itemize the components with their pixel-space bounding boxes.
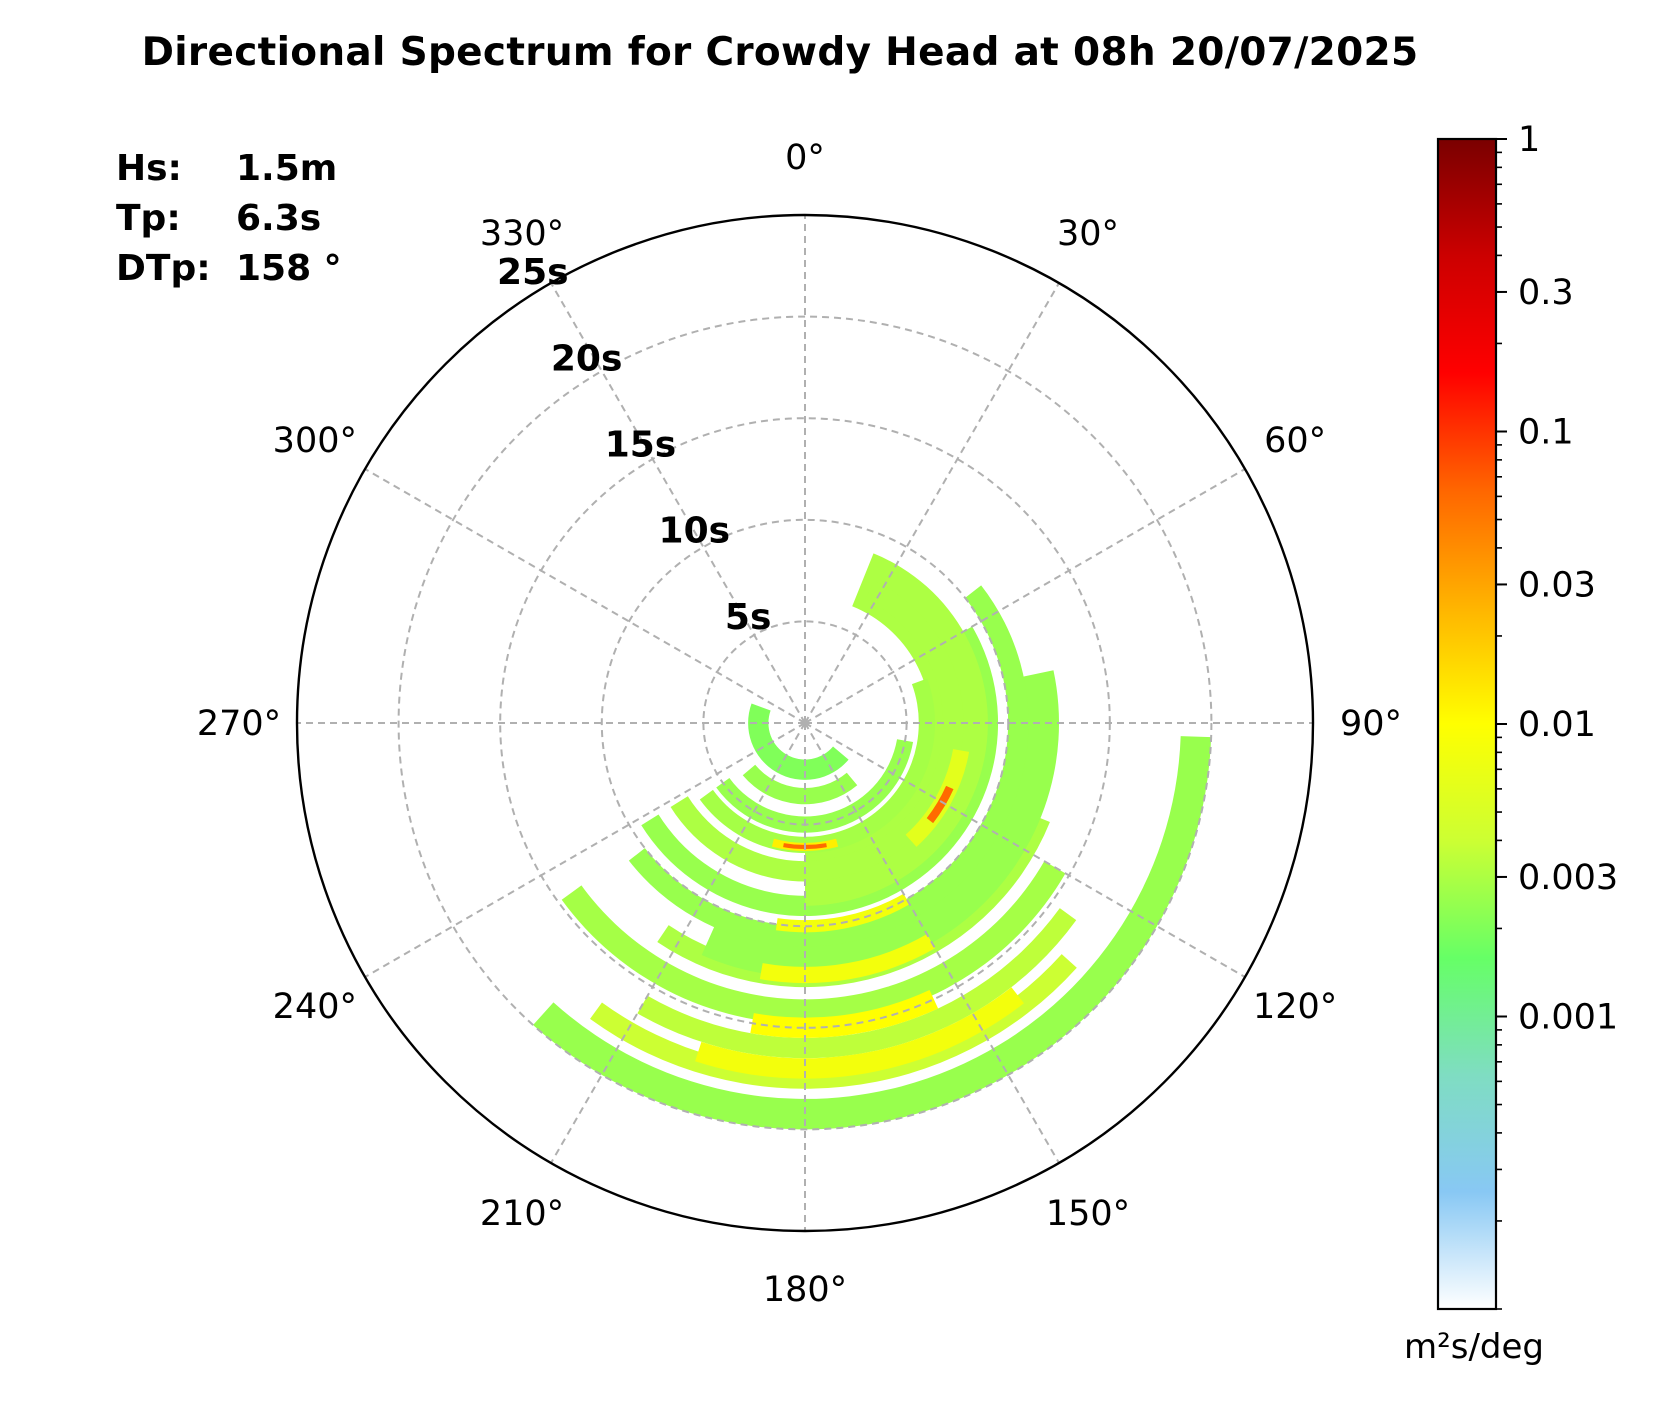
angular-gridline — [364, 468, 806, 724]
angular-tick-label: 240° — [273, 987, 357, 1027]
energy-region — [590, 954, 1077, 1089]
angular-gridline — [804, 722, 1246, 978]
chart-title: Directional Spectrum for Crowdy Head at … — [141, 30, 1419, 75]
stat-hs: Hs: 1.5m — [116, 148, 337, 189]
energy-region — [926, 785, 954, 824]
energy-region — [748, 703, 849, 780]
angular-tick-label: 330° — [480, 214, 564, 254]
stat-tp-value: 6.3s — [236, 198, 322, 239]
energy-region — [637, 908, 1077, 1059]
stat-dtp-value: 158 ° — [236, 248, 342, 289]
colorbar-frame — [1436, 137, 1498, 1311]
energy-region — [759, 934, 936, 984]
angular-tick-label: 150° — [1046, 1194, 1130, 1234]
radial-gridline — [600, 518, 1010, 928]
energy-region — [628, 585, 1029, 947]
angular-tick-label: 120° — [1253, 987, 1337, 1027]
stat-tp-key: Tp: — [116, 198, 181, 239]
energy-region — [716, 739, 914, 833]
energy-region — [905, 749, 970, 847]
angular-tick-label: 210° — [480, 1194, 564, 1234]
radial-tick-label: 10s — [659, 511, 731, 552]
angular-tick-label: 180° — [763, 1270, 847, 1310]
colorbar-fill — [1438, 139, 1496, 1309]
energy-region — [561, 861, 1066, 1024]
energy-region — [533, 736, 1212, 1130]
radial-tick-label: 25s — [497, 252, 569, 293]
radial-tick-label: 20s — [551, 338, 623, 379]
stat-hs-key: Hs: — [116, 148, 182, 189]
energy-region — [750, 990, 939, 1038]
angular-tick-label: 60° — [1264, 421, 1326, 461]
angular-tick-label: 300° — [273, 421, 357, 461]
energy-region — [701, 670, 1059, 977]
radial-tick-label: 15s — [605, 425, 677, 466]
radial-tick-label: 5s — [725, 597, 771, 638]
stat-hs-value: 1.5m — [236, 148, 338, 189]
colorbar-tick-label: 0.03 — [1518, 565, 1596, 605]
colorbar-tick-label: 0.001 — [1518, 998, 1618, 1038]
angular-tick-label: 270° — [197, 704, 281, 744]
angular-tick-label: 30° — [1057, 214, 1119, 254]
energy-regions — [533, 553, 1212, 1130]
energy-region — [742, 764, 858, 805]
energy-region — [805, 553, 988, 906]
polar-frame — [295, 213, 1315, 1233]
colorbar-units-text: m²s/deg — [1404, 1327, 1545, 1367]
angular-gridline — [804, 722, 1060, 1164]
angular-gridline — [804, 282, 1060, 724]
radial-gridline — [397, 315, 1213, 1131]
stat-tp: Tp: 6.3s — [116, 198, 321, 239]
angular-tick-label: 90° — [1340, 704, 1402, 744]
angular-gridline — [550, 282, 806, 724]
stat-dtp-key: DTp: — [116, 248, 211, 289]
polar-axes: 0° 30° 60° 90° 120° 150° 180° 210° 240° 270° 300° 3… — [197, 138, 1402, 1310]
stat-dtp: DTp: 158 ° — [116, 248, 342, 289]
colorbar-tick-label: 0.003 — [1518, 858, 1618, 898]
angular-gridline — [364, 722, 806, 978]
colorbar-tick-label: 0.3 — [1518, 273, 1574, 313]
polar-grid — [297, 215, 1313, 1231]
colorbar-tick-label: 0.1 — [1518, 413, 1574, 453]
angular-tick-label: 0° — [785, 138, 825, 178]
angular-gridline — [804, 468, 1246, 724]
energy-region — [775, 893, 910, 933]
colorbar: 0.001 0.003 0.01 0.03 0.1 0.3 1 — [1436, 120, 1618, 1311]
angular-gridline — [550, 722, 806, 1164]
energy-region — [695, 987, 1024, 1079]
colorbar-tick-label: 1 — [1518, 120, 1540, 160]
colorbar-tick-label: 0.01 — [1518, 705, 1596, 745]
colorbar-units-label: m²s/deg — [1404, 1327, 1544, 1367]
